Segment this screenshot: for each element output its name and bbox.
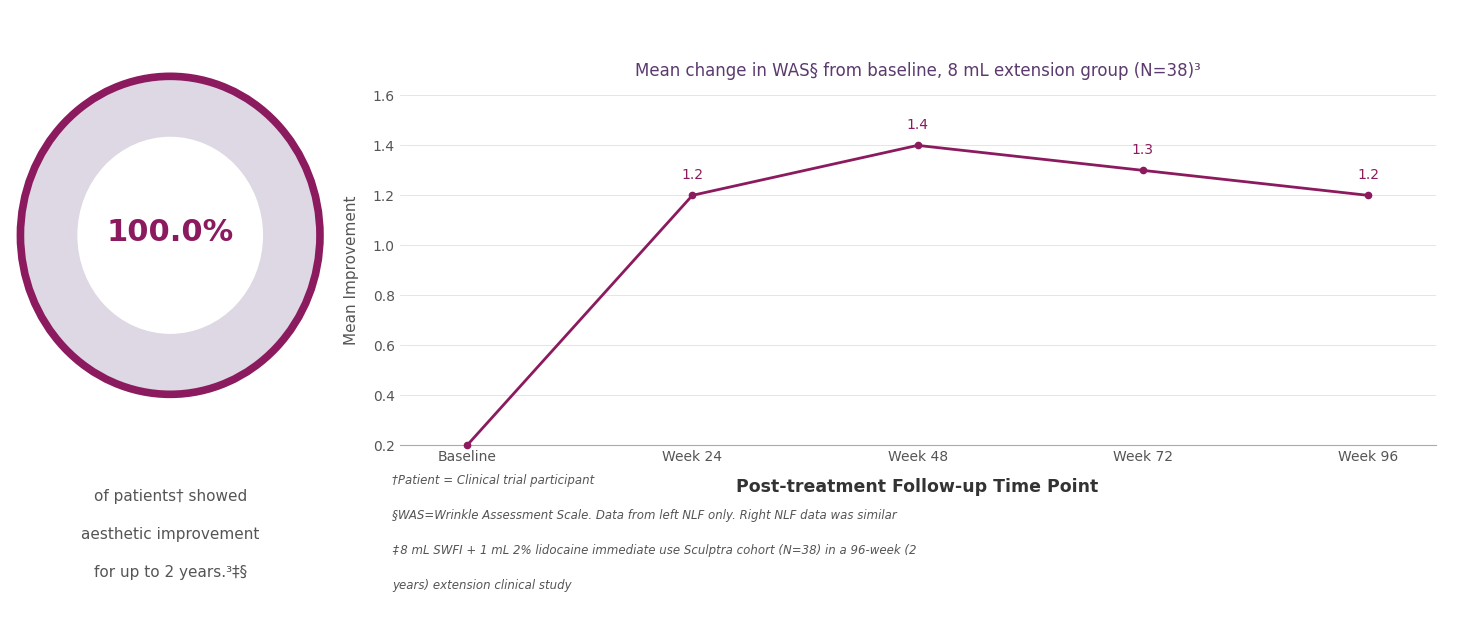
Text: 1.3: 1.3	[1132, 142, 1154, 156]
Text: aesthetic improvement: aesthetic improvement	[81, 527, 259, 542]
Text: 100.0%: 100.0%	[107, 218, 234, 247]
Text: 1.2: 1.2	[681, 168, 703, 182]
Text: of patients† showed: of patients† showed	[93, 488, 247, 504]
Text: years) extension clinical study: years) extension clinical study	[392, 579, 571, 591]
Text: for up to 2 years.³‡§: for up to 2 years.³‡§	[93, 565, 247, 580]
X-axis label: Post-treatment Follow-up Time Point: Post-treatment Follow-up Time Point	[737, 478, 1098, 496]
Text: 1.2: 1.2	[1357, 168, 1379, 182]
Text: 1.4: 1.4	[907, 118, 928, 132]
Title: Mean change in WAS§ from baseline, 8 mL extension group (N=38)³: Mean change in WAS§ from baseline, 8 mL …	[635, 62, 1200, 80]
Text: §WAS=Wrinkle Assessment Scale. Data from left NLF only. Right NLF data was simil: §WAS=Wrinkle Assessment Scale. Data from…	[392, 509, 897, 522]
Ellipse shape	[21, 76, 320, 394]
Ellipse shape	[77, 137, 263, 334]
Y-axis label: Mean Improvement: Mean Improvement	[343, 195, 358, 345]
Text: ‡ 8 mL SWFI + 1 mL 2% lidocaine immediate use Sculptra cohort (N=38) in a 96-wee: ‡ 8 mL SWFI + 1 mL 2% lidocaine immediat…	[392, 544, 916, 556]
Text: †Patient = Clinical trial participant: †Patient = Clinical trial participant	[392, 474, 595, 487]
